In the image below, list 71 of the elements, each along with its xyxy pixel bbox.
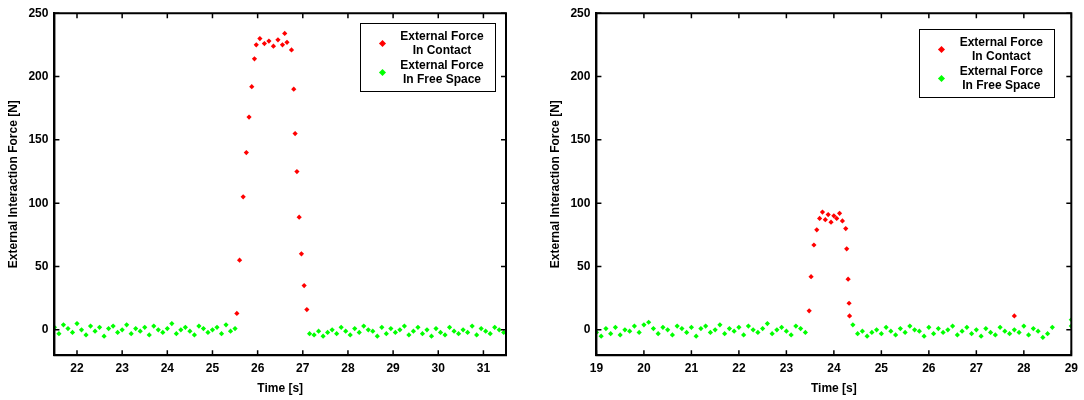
- x-axis-title: Time [s]: [810, 381, 857, 396]
- point: [839, 218, 846, 224]
- legend-label: External Force In Free Space: [958, 64, 1044, 93]
- x-tick-label: 22: [732, 360, 746, 375]
- point: [825, 212, 831, 218]
- point: [814, 227, 820, 233]
- x-tick-label: 22: [70, 360, 84, 375]
- point: [282, 30, 288, 37]
- x-tick-label: 26: [922, 360, 936, 375]
- x-tick-label: 29: [386, 360, 401, 375]
- point: [819, 209, 826, 215]
- point: [1011, 313, 1017, 319]
- point: [261, 41, 268, 47]
- y-tick-label: 150: [570, 132, 591, 147]
- y-tick-label: 200: [28, 68, 49, 83]
- y-axis-title: External Interaction Force [N]: [5, 100, 20, 269]
- x-tick-label: 27: [969, 360, 984, 375]
- y-tick-label: 200: [570, 68, 591, 83]
- legend-label: External Force In Free Space: [399, 58, 485, 87]
- point: [251, 56, 258, 62]
- x-tick-label: 28: [341, 360, 355, 375]
- x-tick-label: 30: [431, 360, 446, 375]
- point: [298, 251, 305, 257]
- x-tick-label: 23: [779, 360, 794, 375]
- x-tick-label: 25: [205, 360, 220, 375]
- y-tick-label: 50: [35, 258, 49, 273]
- point: [846, 313, 853, 319]
- y-tick-label: 150: [28, 132, 49, 147]
- point: [253, 42, 259, 48]
- point: [234, 310, 240, 316]
- point: [243, 149, 249, 156]
- point: [294, 168, 300, 175]
- x-axis-title: Time [s]: [257, 381, 304, 396]
- point: [236, 257, 243, 263]
- x-tick-label: 25: [874, 360, 889, 375]
- point: [836, 210, 843, 216]
- x-tick-label: 28: [1017, 360, 1031, 375]
- legend-label: External Force In Contact: [399, 29, 485, 58]
- y-axis-title: External Interaction Force [N]: [547, 100, 562, 269]
- x-tick-label: 29: [1064, 360, 1079, 375]
- point: [304, 307, 310, 313]
- x-tick-label: 31: [476, 360, 491, 375]
- point: [822, 217, 828, 223]
- point: [270, 43, 277, 49]
- x-tick-label: 26: [250, 360, 265, 375]
- point: [291, 86, 297, 92]
- x-tick-label: 19: [589, 360, 604, 375]
- x-tick-label: 20: [637, 360, 651, 375]
- x-tick-label: 24: [827, 360, 841, 375]
- point: [279, 42, 286, 48]
- y-tick-label: 250: [28, 5, 49, 20]
- point: [249, 84, 255, 90]
- x-tick-label: 21: [684, 360, 699, 375]
- x-tick-label: 27: [296, 360, 310, 375]
- point: [843, 225, 849, 232]
- point: [301, 282, 307, 289]
- point: [817, 215, 823, 221]
- point: [292, 130, 298, 137]
- legend-label: External Force In Contact: [958, 35, 1044, 64]
- y-tick-label: 0: [41, 322, 49, 337]
- y-tick-label: 0: [583, 322, 591, 337]
- y-tick-label: 100: [28, 195, 49, 210]
- y-tick-label: 100: [570, 195, 591, 210]
- y-tick-label: 250: [570, 5, 591, 20]
- point: [844, 246, 850, 252]
- point: [808, 274, 814, 280]
- point: [288, 47, 295, 53]
- x-tick-label: 24: [160, 360, 175, 375]
- y-tick-label: 50: [577, 258, 591, 273]
- point: [257, 35, 263, 42]
- x-tick-label: 23: [115, 360, 130, 375]
